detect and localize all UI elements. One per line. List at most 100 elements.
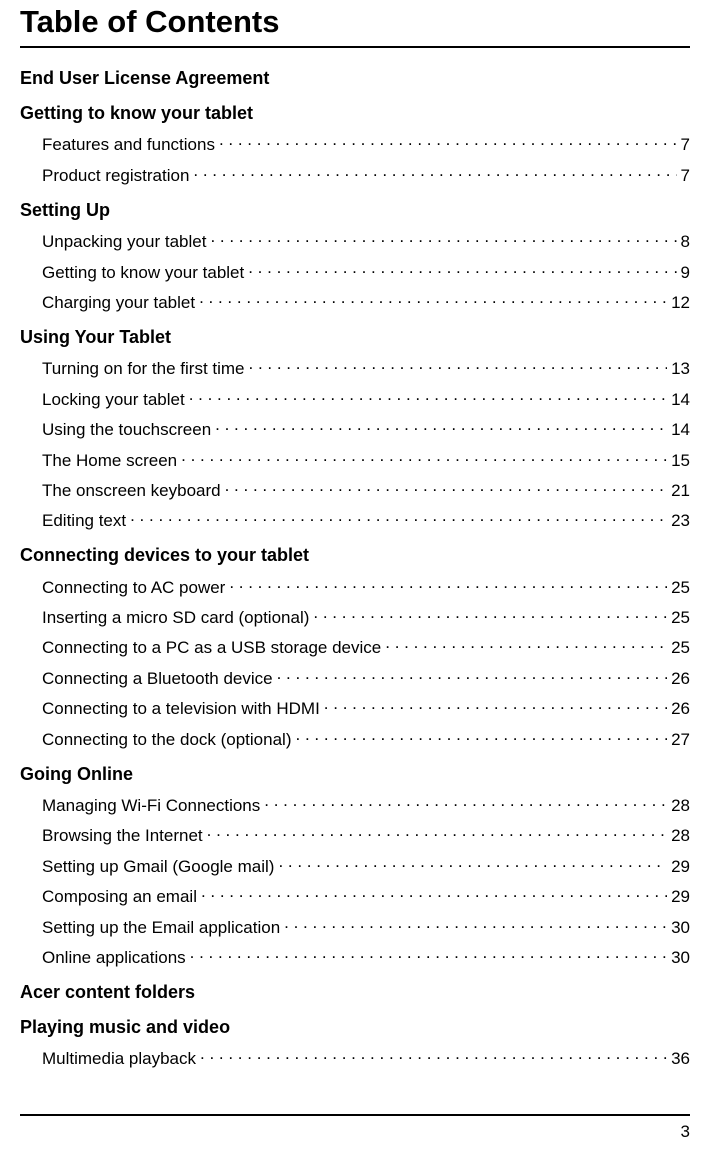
toc-entry: Online applications 30 xyxy=(42,943,690,968)
toc-entry-label: Features and functions xyxy=(42,135,219,155)
toc-entry-label: Connecting to AC power xyxy=(42,578,229,598)
toc-entry: The Home screen15 xyxy=(42,445,690,470)
toc-entry-page: 7 xyxy=(677,135,690,155)
toc-leader-dots xyxy=(193,160,676,180)
toc-entry-label: Connecting to a television with HDMI xyxy=(42,699,324,719)
toc-leader-dots xyxy=(189,384,667,404)
toc-entry: Using the touchscreen 14 xyxy=(42,415,690,440)
toc-entry-label: Turning on for the first time xyxy=(42,359,249,379)
toc-entry: Locking your tablet 14 xyxy=(42,384,690,409)
toc-entry-label: The Home screen xyxy=(42,451,181,471)
toc-entry-label: Online applications xyxy=(42,948,190,968)
toc-entry: Composing an email 29 xyxy=(42,882,690,907)
toc-entry-label: Managing Wi-Fi Connections xyxy=(42,796,264,816)
toc-entry: Unpacking your tablet8 xyxy=(42,227,690,252)
toc-section-header: Acer content folders xyxy=(20,982,690,1003)
toc-entry-page: 28 xyxy=(667,826,690,846)
toc-section-header: Setting Up xyxy=(20,200,690,221)
toc-entry-page: 12 xyxy=(667,293,690,313)
toc-leader-dots xyxy=(385,633,667,653)
toc-entry-page: 13 xyxy=(667,359,690,379)
toc-leader-dots xyxy=(181,445,667,465)
toc-leader-dots xyxy=(215,415,667,435)
toc-leader-dots xyxy=(248,257,676,277)
toc-entry: Inserting a micro SD card (optional) 25 xyxy=(42,603,690,628)
toc-leader-dots xyxy=(225,476,667,496)
toc-entry: Turning on for the first time 13 xyxy=(42,354,690,379)
toc-leader-dots xyxy=(130,506,667,526)
toc-entry-label: The onscreen keyboard xyxy=(42,481,225,501)
toc-leader-dots xyxy=(277,663,667,683)
toc-entry: Features and functions 7 xyxy=(42,130,690,155)
toc-leader-dots xyxy=(324,694,667,714)
toc-leader-dots xyxy=(190,943,667,963)
toc-entry-page: 26 xyxy=(667,669,690,689)
toc-entry: Connecting to a television with HDMI 26 xyxy=(42,694,690,719)
toc-leader-dots xyxy=(264,791,667,811)
toc-leader-dots xyxy=(200,1044,667,1064)
toc-entry: Getting to know your tablet9 xyxy=(42,257,690,282)
toc-section-header: Going Online xyxy=(20,764,690,785)
toc-entry-label: Connecting a Bluetooth device xyxy=(42,669,277,689)
toc-leader-dots xyxy=(284,912,667,932)
toc-entry: Charging your tablet 12 xyxy=(42,288,690,313)
toc-body: End User License Agreement Getting to kno… xyxy=(20,68,690,1069)
toc-entry-page: 25 xyxy=(667,638,690,658)
toc-entry: Connecting a Bluetooth device 26 xyxy=(42,663,690,688)
toc-entry-label: Connecting to a PC as a USB storage devi… xyxy=(42,638,385,658)
toc-entry-page: 30 xyxy=(667,948,690,968)
toc-entry-page: 36 xyxy=(667,1049,690,1069)
toc-entry-page: 21 xyxy=(667,481,690,501)
toc-leader-dots xyxy=(207,821,667,841)
toc-section-header: End User License Agreement xyxy=(20,68,690,89)
page-number: 3 xyxy=(681,1122,690,1142)
toc-entry-page: 25 xyxy=(667,578,690,598)
toc-entry-label: Product registration xyxy=(42,166,193,186)
toc-entry-label: Browsing the Internet xyxy=(42,826,207,846)
toc-entry-label: Using the touchscreen xyxy=(42,420,215,440)
toc-section-header: Connecting devices to your tablet xyxy=(20,545,690,566)
toc-entry-label: Locking your tablet xyxy=(42,390,189,410)
toc-entry: Setting up Gmail (Google mail) 29 xyxy=(42,851,690,876)
toc-leader-dots xyxy=(201,882,667,902)
toc-entry: Connecting to AC power 25 xyxy=(42,572,690,597)
toc-entry-page: 9 xyxy=(677,263,690,283)
toc-section-header: Playing music and video xyxy=(20,1017,690,1038)
toc-entry-label: Connecting to the dock (optional) xyxy=(42,730,296,750)
toc-entry-page: 30 xyxy=(667,918,690,938)
footer-rule xyxy=(20,1114,690,1116)
toc-entry: Connecting to a PC as a USB storage devi… xyxy=(42,633,690,658)
toc-section-header: Using Your Tablet xyxy=(20,327,690,348)
toc-section-header: Getting to know your tablet xyxy=(20,103,690,124)
toc-entry-label: Inserting a micro SD card (optional) xyxy=(42,608,313,628)
toc-leader-dots xyxy=(199,288,667,308)
toc-leader-dots xyxy=(210,227,676,247)
toc-entry-label: Setting up Gmail (Google mail) xyxy=(42,857,278,877)
toc-leader-dots xyxy=(219,130,677,150)
toc-entry-label: Charging your tablet xyxy=(42,293,199,313)
toc-entry: Setting up the Email application 30 xyxy=(42,912,690,937)
toc-entry-page: 29 xyxy=(667,887,690,907)
toc-entry-label: Multimedia playback xyxy=(42,1049,200,1069)
toc-leader-dots xyxy=(229,572,667,592)
toc-entry-page: 29 xyxy=(667,857,690,877)
toc-entry-label: Unpacking your tablet xyxy=(42,232,210,252)
toc-entry: The onscreen keyboard 21 xyxy=(42,476,690,501)
toc-leader-dots xyxy=(249,354,668,374)
toc-entry-page: 26 xyxy=(667,699,690,719)
page-title: Table of Contents xyxy=(20,0,690,48)
toc-entry-label: Setting up the Email application xyxy=(42,918,284,938)
toc-entry: Connecting to the dock (optional) 27 xyxy=(42,724,690,749)
toc-leader-dots xyxy=(278,851,667,871)
toc-entry: Product registration7 xyxy=(42,160,690,185)
toc-entry-page: 27 xyxy=(667,730,690,750)
toc-entry: Managing Wi-Fi Connections 28 xyxy=(42,791,690,816)
toc-entry-page: 25 xyxy=(667,608,690,628)
toc-entry-page: 14 xyxy=(667,390,690,410)
toc-entry-label: Composing an email xyxy=(42,887,201,907)
toc-entry-label: Editing text xyxy=(42,511,130,531)
toc-entry-page: 28 xyxy=(667,796,690,816)
toc-entry-page: 14 xyxy=(667,420,690,440)
toc-entry: Editing text23 xyxy=(42,506,690,531)
toc-entry: Browsing the Internet 28 xyxy=(42,821,690,846)
